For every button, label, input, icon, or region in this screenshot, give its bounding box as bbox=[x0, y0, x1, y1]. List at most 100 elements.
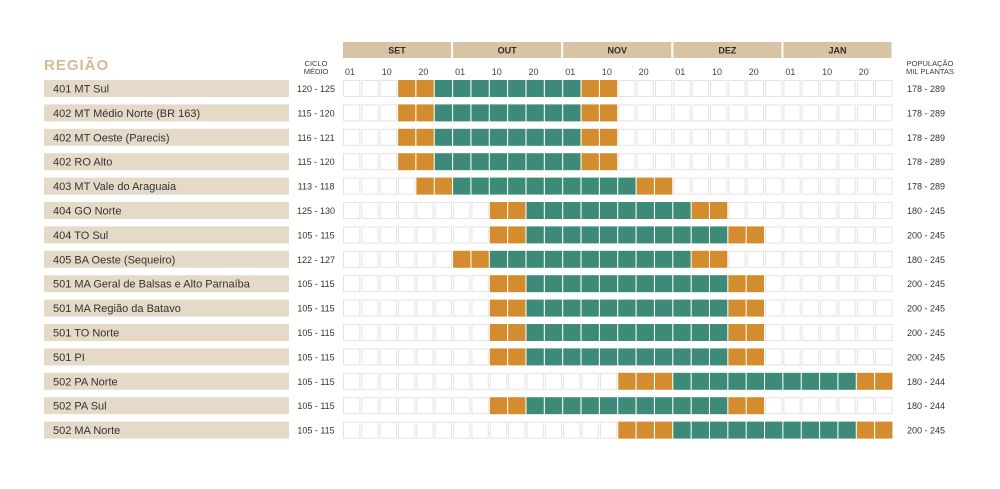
empty-cell bbox=[856, 128, 875, 146]
empty-cell bbox=[746, 202, 765, 219]
green-cell bbox=[544, 104, 563, 122]
green-cell bbox=[526, 104, 544, 122]
empty-cell bbox=[838, 80, 856, 97]
empty-cell bbox=[398, 226, 416, 244]
empty-cell bbox=[343, 275, 361, 293]
green-cell bbox=[820, 421, 838, 439]
day-tick: 01 bbox=[675, 67, 685, 77]
green-cell bbox=[673, 421, 691, 439]
empty-cell bbox=[765, 128, 783, 146]
empty-cell bbox=[434, 421, 453, 439]
empty-cell bbox=[673, 177, 691, 195]
empty-cell bbox=[838, 299, 856, 317]
empty-cell bbox=[398, 421, 416, 439]
population-value: 200 - 245 bbox=[907, 328, 945, 338]
empty-cell bbox=[453, 324, 471, 341]
empty-cell bbox=[471, 397, 489, 415]
empty-cell bbox=[453, 299, 471, 317]
region-band bbox=[44, 177, 289, 195]
green-cell bbox=[618, 299, 636, 317]
green-cell bbox=[434, 104, 453, 122]
orange-cell bbox=[489, 348, 508, 366]
orange-cell bbox=[599, 104, 618, 122]
green-cell bbox=[526, 80, 544, 97]
region-label: 501 MA Região da Batavo bbox=[53, 303, 181, 315]
green-cell bbox=[618, 177, 636, 195]
empty-cell bbox=[801, 250, 820, 268]
empty-cell bbox=[801, 348, 820, 366]
orange-cell bbox=[654, 177, 673, 195]
empty-cell bbox=[379, 421, 398, 439]
empty-cell bbox=[765, 250, 783, 268]
green-cell bbox=[581, 226, 599, 244]
empty-cell bbox=[416, 226, 434, 244]
empty-cell bbox=[875, 104, 893, 122]
region-band bbox=[44, 226, 289, 244]
empty-cell bbox=[801, 80, 820, 97]
day-tick: 20 bbox=[749, 67, 759, 77]
empty-cell bbox=[801, 324, 820, 341]
population-value: 178 - 289 bbox=[907, 133, 945, 143]
region-band bbox=[44, 324, 289, 341]
green-cell bbox=[471, 104, 489, 122]
empty-cell bbox=[838, 128, 856, 146]
empty-cell bbox=[765, 275, 783, 293]
empty-cell bbox=[801, 299, 820, 317]
month-label-out: OUT bbox=[498, 46, 518, 56]
empty-cell bbox=[710, 128, 728, 146]
green-cell bbox=[636, 324, 654, 341]
green-cell bbox=[508, 128, 526, 146]
green-cell bbox=[453, 177, 471, 195]
day-tick: 20 bbox=[859, 67, 869, 77]
orange-cell bbox=[728, 275, 746, 293]
empty-cell bbox=[746, 153, 765, 171]
green-cell bbox=[563, 153, 581, 171]
green-cell bbox=[618, 348, 636, 366]
empty-cell bbox=[856, 104, 875, 122]
empty-cell bbox=[875, 128, 893, 146]
empty-cell bbox=[361, 397, 379, 415]
green-cell bbox=[526, 299, 544, 317]
orange-cell bbox=[434, 177, 453, 195]
empty-cell bbox=[471, 421, 489, 439]
empty-cell bbox=[838, 397, 856, 415]
cycle-value: 105 - 115 bbox=[297, 401, 334, 411]
empty-cell bbox=[343, 397, 361, 415]
empty-cell bbox=[801, 177, 820, 195]
green-cell bbox=[618, 202, 636, 219]
green-cell bbox=[654, 250, 673, 268]
orange-cell bbox=[746, 324, 765, 341]
empty-cell bbox=[728, 177, 746, 195]
empty-cell bbox=[765, 299, 783, 317]
region-label: 501 MA Geral de Balsas e Alto Parnaíba bbox=[53, 279, 251, 291]
orange-cell bbox=[728, 397, 746, 415]
green-cell bbox=[508, 104, 526, 122]
orange-cell bbox=[398, 128, 416, 146]
population-header: POPULAÇÃO MIL PLANTAS bbox=[895, 60, 965, 76]
population-value: 180 - 245 bbox=[907, 255, 945, 265]
empty-cell bbox=[434, 348, 453, 366]
cycle-header: CICLO MÉDIO bbox=[296, 60, 336, 76]
cycle-value: 113 - 118 bbox=[298, 182, 335, 192]
green-cell bbox=[691, 397, 709, 415]
orange-cell bbox=[728, 324, 746, 341]
empty-cell bbox=[710, 80, 728, 97]
orange-cell bbox=[746, 275, 765, 293]
green-cell bbox=[654, 324, 673, 341]
green-cell bbox=[710, 421, 728, 439]
empty-cell bbox=[691, 153, 709, 171]
green-cell bbox=[544, 397, 563, 415]
empty-cell bbox=[875, 397, 893, 415]
green-cell bbox=[618, 397, 636, 415]
green-cell bbox=[526, 250, 544, 268]
orange-cell bbox=[728, 299, 746, 317]
empty-cell bbox=[801, 275, 820, 293]
green-cell bbox=[581, 324, 599, 341]
empty-cell bbox=[783, 226, 801, 244]
region-label: 502 MA Norte bbox=[53, 425, 120, 437]
population-value: 200 - 245 bbox=[907, 352, 945, 362]
orange-cell bbox=[489, 226, 508, 244]
green-cell bbox=[508, 80, 526, 97]
green-cell bbox=[654, 348, 673, 366]
